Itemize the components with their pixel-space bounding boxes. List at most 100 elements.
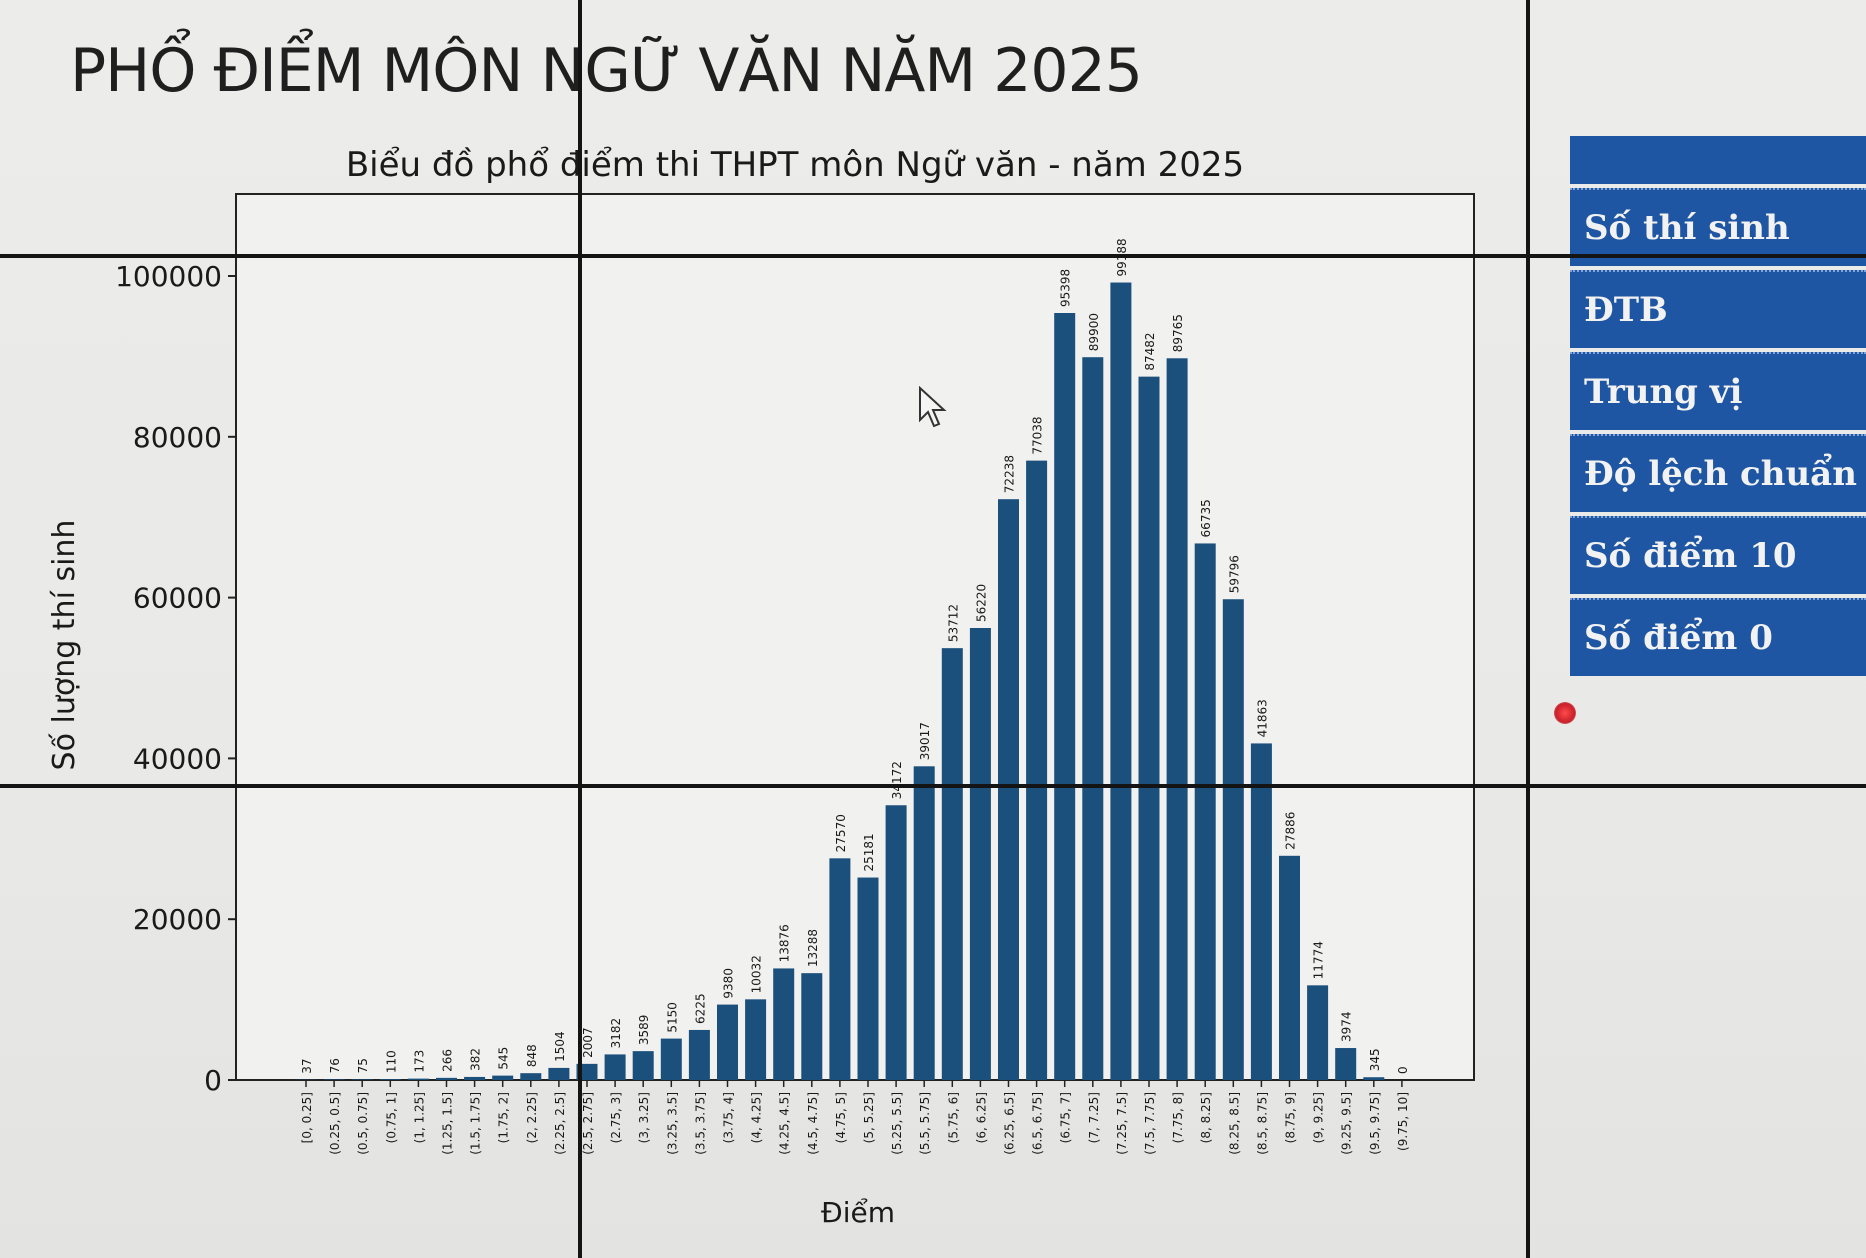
laser-pointer-icon bbox=[1554, 702, 1576, 724]
bar-data-label: 66735 bbox=[1199, 499, 1213, 537]
bar bbox=[717, 1004, 738, 1080]
x-tick-label: (6.5, 6.75] bbox=[1031, 1092, 1045, 1155]
bar bbox=[801, 973, 823, 1080]
bar-data-label: 5150 bbox=[665, 1002, 679, 1033]
screen-seam-horizontal bbox=[0, 784, 1866, 788]
bar bbox=[492, 1075, 514, 1080]
x-tick-label: (7.25, 7.5] bbox=[1115, 1092, 1129, 1155]
bar-data-label: 25181 bbox=[862, 833, 876, 871]
x-tick-label: (2.5, 2.75] bbox=[581, 1092, 595, 1155]
bar bbox=[998, 499, 1019, 1080]
bar-data-label: 87482 bbox=[1143, 332, 1157, 370]
bar bbox=[436, 1077, 457, 1080]
stat-so-diem-0[interactable]: Số điểm 0 bbox=[1570, 598, 1866, 676]
x-tick-label: (3, 3.25] bbox=[637, 1092, 651, 1143]
stat-trung-vi[interactable]: Trung vị bbox=[1570, 352, 1866, 430]
x-tick-label: (4.5, 4.75] bbox=[806, 1092, 820, 1155]
x-tick-label: (4.25, 4.5] bbox=[778, 1092, 792, 1155]
x-tick-label: (9, 9.25] bbox=[1312, 1092, 1326, 1143]
x-tick-label: (5.75, 6] bbox=[946, 1092, 960, 1143]
bar bbox=[885, 805, 907, 1080]
x-tick-label: (1, 1.25] bbox=[412, 1092, 426, 1143]
x-tick-label: (8.5, 8.75] bbox=[1255, 1092, 1269, 1155]
x-tick-label: (1.5, 1.75] bbox=[469, 1092, 483, 1155]
stat-so-thi-sinh[interactable]: Số thí sinh bbox=[1570, 188, 1866, 266]
stat-dtb[interactable]: ĐTB bbox=[1570, 270, 1866, 348]
bar-data-label: 39017 bbox=[918, 722, 932, 760]
bar bbox=[1194, 543, 1216, 1080]
screen-seam-horizontal bbox=[0, 254, 1866, 258]
bar-data-label: 89765 bbox=[1171, 314, 1185, 352]
bar bbox=[1335, 1048, 1357, 1080]
x-tick-label: (2.75, 3] bbox=[609, 1092, 623, 1143]
bar-data-label: 37 bbox=[300, 1058, 314, 1073]
bars bbox=[295, 282, 1385, 1081]
x-tick-label: (0.25, 0.5] bbox=[328, 1092, 342, 1155]
y-axis-label: Số lượng thí sinh bbox=[47, 520, 82, 771]
x-tick-label: (7.75, 8] bbox=[1171, 1092, 1185, 1143]
x-tick-label: (5, 5.25] bbox=[862, 1092, 876, 1143]
y-tick-label: 40000 bbox=[133, 742, 222, 775]
x-axis: [0, 0.25] (0.25, 0.5] (0.5, 0.75] (0.75, 1]… bbox=[300, 1080, 1410, 1155]
bar-data-label: 3974 bbox=[1340, 1012, 1354, 1043]
stat-do-lech-chuan[interactable]: Độ lệch chuẩn bbox=[1570, 434, 1866, 512]
x-tick-label: (8.75, 9] bbox=[1284, 1092, 1298, 1143]
bar bbox=[548, 1067, 570, 1080]
bar-data-label: 9380 bbox=[722, 968, 736, 999]
bar-data-label: 13288 bbox=[806, 929, 820, 967]
x-tick-label: (9.25, 9.5] bbox=[1340, 1092, 1354, 1155]
bar bbox=[323, 1079, 345, 1080]
y-tick-label: 60000 bbox=[133, 582, 222, 615]
bar-data-label: 27886 bbox=[1284, 812, 1298, 850]
bar bbox=[913, 766, 935, 1080]
bar-data-label: 266 bbox=[441, 1049, 455, 1072]
y-tick-label: 80000 bbox=[133, 421, 222, 454]
stats-panel-header bbox=[1570, 136, 1866, 184]
x-tick-label: (9.75, 10] bbox=[1396, 1092, 1410, 1151]
x-tick-label: (7.5, 7.75] bbox=[1143, 1092, 1157, 1155]
x-tick-label: (8, 8.25] bbox=[1199, 1092, 1213, 1143]
bar bbox=[407, 1078, 429, 1080]
bar bbox=[1166, 358, 1188, 1080]
bar-data-label: 2007 bbox=[581, 1027, 595, 1058]
x-tick-label: (3.25, 3.5] bbox=[665, 1092, 679, 1155]
bar bbox=[1250, 743, 1272, 1080]
bar bbox=[1279, 855, 1300, 1080]
stats-panel: Số thí sinh ĐTB Trung vị Độ lệch chuẩn S… bbox=[1570, 136, 1866, 676]
bar bbox=[520, 1073, 542, 1080]
x-tick-label: (3.5, 3.75] bbox=[693, 1092, 707, 1155]
bar-data-label: 59796 bbox=[1227, 555, 1241, 593]
bar bbox=[1082, 357, 1104, 1081]
bar bbox=[379, 1079, 401, 1080]
bar bbox=[688, 1029, 710, 1080]
x-tick-label: (6.25, 6.5] bbox=[1003, 1092, 1017, 1155]
x-tick-label: (5.25, 5.5] bbox=[890, 1092, 904, 1155]
bar-data-label: 1504 bbox=[553, 1031, 567, 1062]
x-tick-label: (4, 4.25] bbox=[750, 1092, 764, 1143]
bar-data-label: 0 bbox=[1396, 1066, 1410, 1074]
bar bbox=[1363, 1077, 1385, 1080]
y-axis: 0 20000 40000 60000 80000 100000 bbox=[115, 260, 236, 1097]
bar bbox=[632, 1051, 654, 1080]
bar bbox=[1054, 313, 1076, 1080]
bar-data-label: 173 bbox=[412, 1050, 426, 1073]
x-tick-label: (8.25, 8.5] bbox=[1227, 1092, 1241, 1155]
x-tick-label: (1.75, 2] bbox=[497, 1092, 511, 1143]
bar-data-label: 34172 bbox=[890, 761, 904, 799]
bar-data-label: 3182 bbox=[609, 1018, 623, 1049]
bar-data-label: 10032 bbox=[750, 955, 764, 993]
x-tick-label: (3.75, 4] bbox=[722, 1092, 736, 1143]
mouse-cursor-icon bbox=[919, 386, 947, 428]
chart-title: Biểu đồ phổ điểm thi THPT môn Ngữ văn - … bbox=[346, 145, 1244, 185]
x-axis-label: Điểm bbox=[821, 1196, 895, 1229]
bar-data-label: 89900 bbox=[1087, 313, 1101, 351]
bar-data-label: 77038 bbox=[1031, 416, 1045, 454]
bar-data-label: 110 bbox=[384, 1050, 398, 1073]
bar-data-label: 95398 bbox=[1059, 269, 1073, 307]
bar-data-label: 6225 bbox=[693, 993, 707, 1024]
bar-data-label: 545 bbox=[497, 1047, 511, 1070]
stat-so-diem-10[interactable]: Số điểm 10 bbox=[1570, 516, 1866, 594]
x-tick-label: (0.5, 0.75] bbox=[356, 1092, 370, 1155]
x-tick-label: (4.75, 5] bbox=[834, 1092, 848, 1143]
x-tick-label: (5.5, 5.75] bbox=[918, 1092, 932, 1155]
